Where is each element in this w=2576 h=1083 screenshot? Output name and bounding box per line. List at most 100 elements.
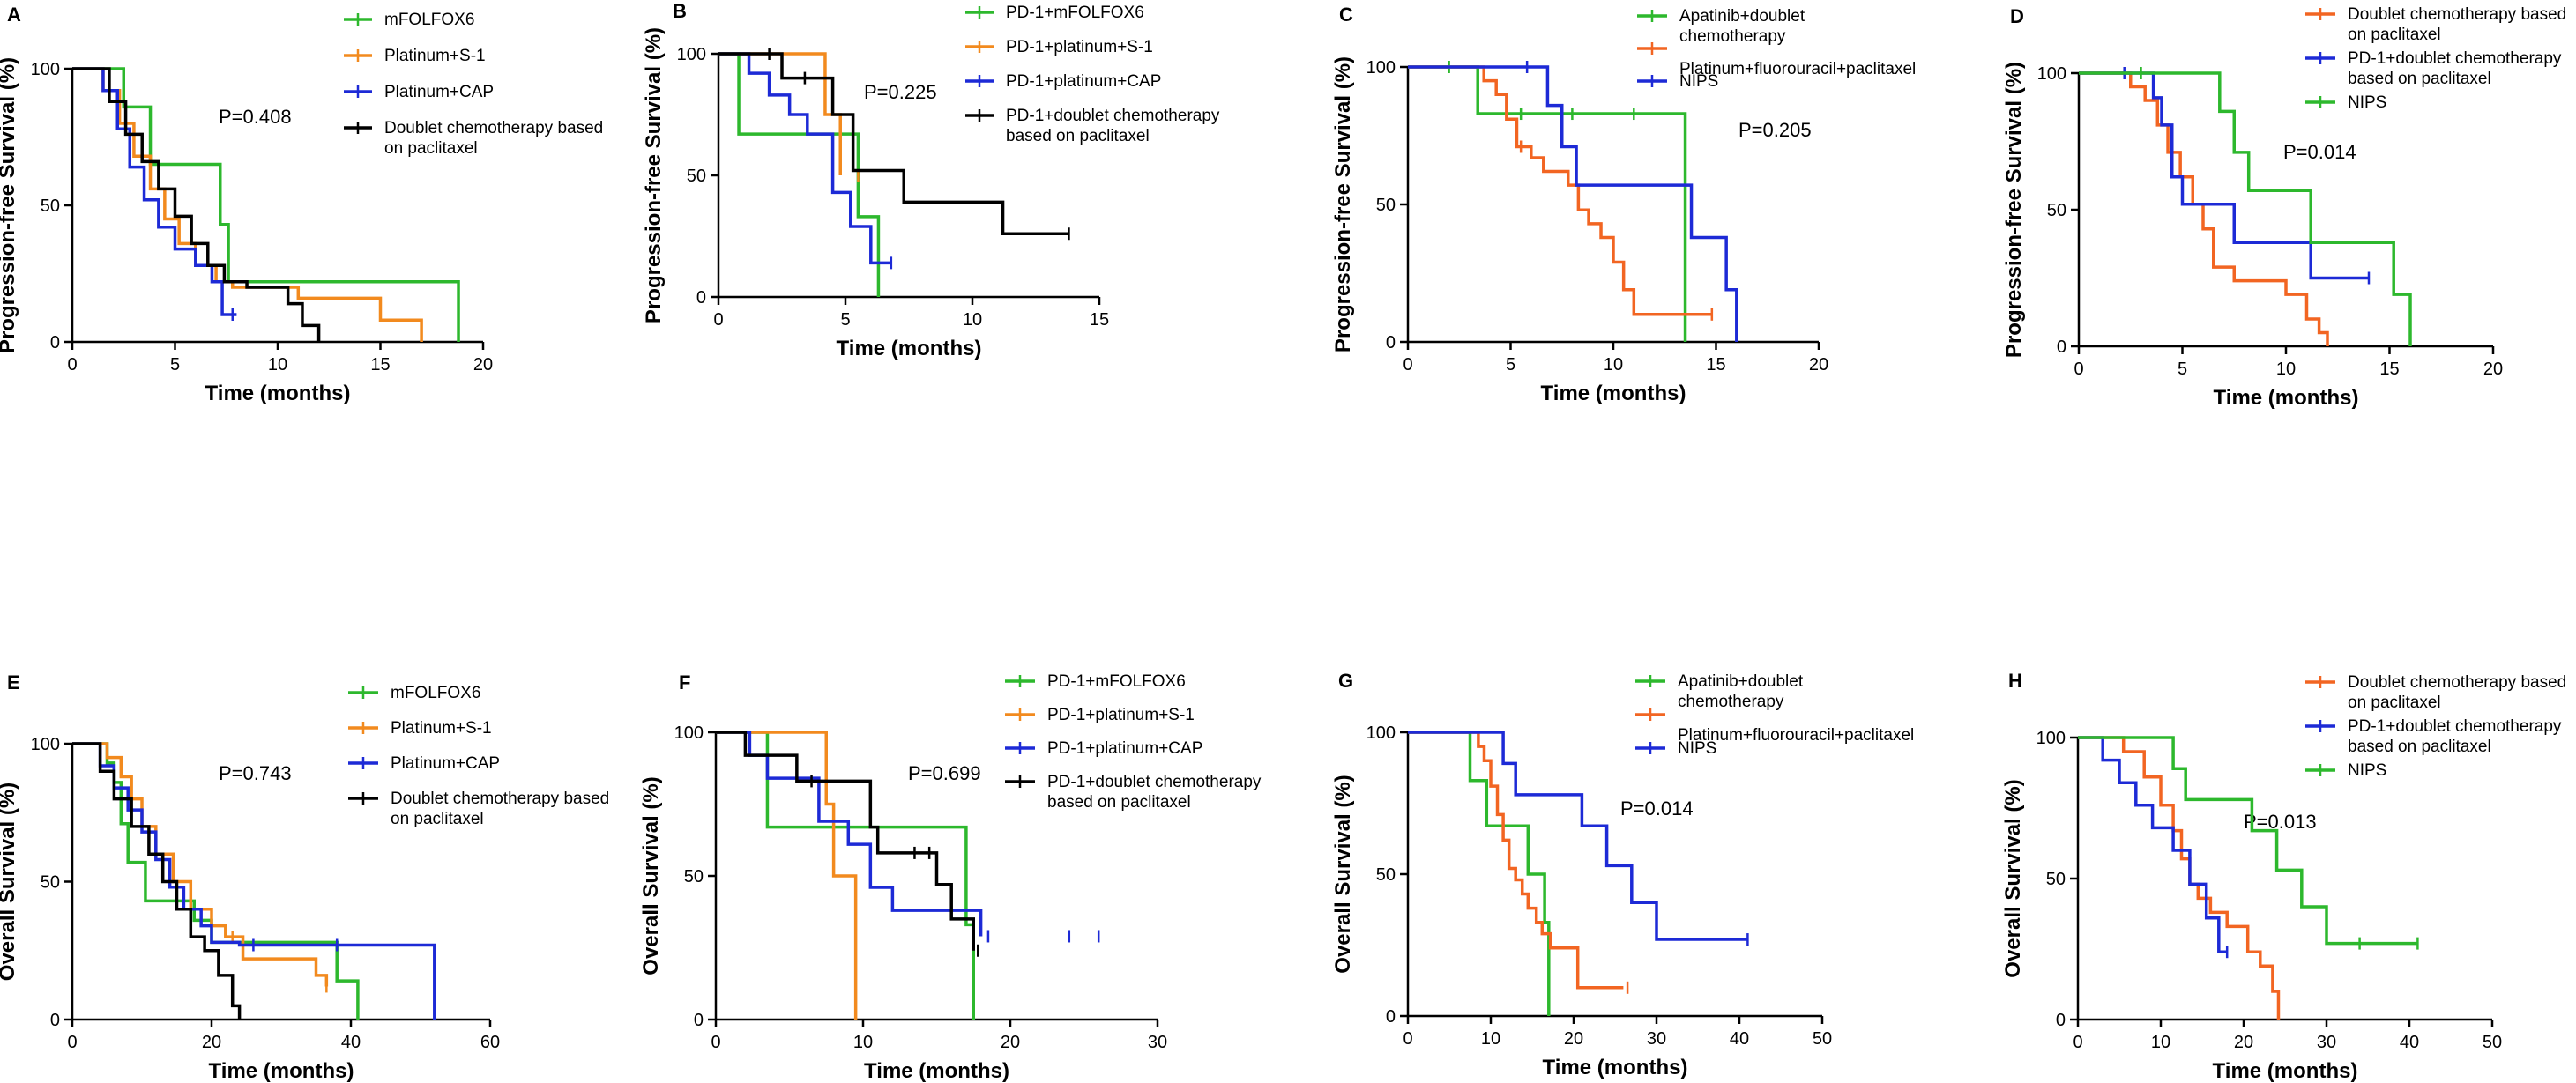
- x-tick-label: 30: [2317, 1033, 2336, 1052]
- x-tick-label: 50: [1813, 1029, 1832, 1049]
- x-tick-label: 40: [341, 1033, 361, 1052]
- panel-e: E 0 20 40 60 0 50 100 Time (months) Overall Survi…: [0, 671, 609, 1083]
- legend-label: PD-1+doublet chemotherapy based on paclit…: [1047, 773, 1262, 812]
- y-axis-title: Progression-free Survival (%): [2002, 62, 2026, 358]
- y-tick-label: 50: [1376, 865, 1396, 885]
- x-axis-title: Time (months): [1543, 1056, 1688, 1079]
- y-axis-title: Overall Survival (%): [0, 783, 19, 981]
- p-value: P=0.699: [908, 762, 981, 784]
- km-curve-3: [2079, 71, 2412, 346]
- legend-label: Platinum+S-1: [384, 47, 486, 65]
- y-axis-title: Progression-free Survival (%): [642, 27, 666, 323]
- x-tick-label: 15: [2379, 360, 2399, 379]
- y-tick-label: 50: [1376, 196, 1396, 215]
- x-tick-label: 20: [2234, 1033, 2253, 1052]
- y-tick-label: 100: [2036, 729, 2066, 748]
- x-tick-label: 60: [480, 1033, 500, 1052]
- legend-label: Platinum+fluorouracil+paclitaxel: [1679, 60, 1916, 78]
- y-tick-label: 0: [50, 1011, 60, 1030]
- y-tick-label: 0: [2056, 1011, 2066, 1030]
- x-tick-label: 10: [963, 310, 982, 330]
- legend-label: mFOLFOX6: [391, 684, 480, 702]
- panel-f: F 0 10 20 30 0 50 100 Time (months) Overall Survi…: [639, 671, 1262, 1083]
- y-tick-label: 50: [684, 867, 704, 886]
- x-tick-label: 20: [1809, 355, 1828, 375]
- y-tick-label: 50: [41, 197, 60, 216]
- panel-b: B 0 5 10 15 0 50 100 Time (months) Progression-fr…: [642, 0, 1220, 360]
- km-curve-2: [2079, 71, 2369, 280]
- legend-label: Platinum+fluorouracil+paclitaxel: [1678, 726, 1914, 745]
- km-curve-4: [716, 731, 975, 951]
- legend-label: Doublet chemotherapy based on paclitaxel: [391, 790, 609, 828]
- x-tick-label: 5: [840, 310, 850, 330]
- p-value: P=0.013: [2244, 811, 2317, 833]
- x-tick-label: 30: [1647, 1029, 1666, 1049]
- x-tick-label: 0: [1403, 1029, 1412, 1049]
- x-axis-title: Time (months): [205, 382, 351, 405]
- km-curve-4: [72, 742, 242, 1020]
- panel-g: G 0 10 20 30 40 50 0 50 100 Time (months) Overall S…: [1331, 670, 1914, 1079]
- y-tick-label: 100: [1366, 58, 1396, 78]
- km-curve-1: [2078, 736, 2281, 1020]
- p-value: P=0.743: [219, 762, 292, 784]
- legend-label: PD-1+mFOLFOX6: [1047, 672, 1186, 691]
- legend-label: PD-1+doublet chemotherapy based on paclit…: [1006, 107, 1220, 145]
- x-tick-label: 10: [853, 1033, 873, 1052]
- y-tick-label: 100: [2037, 64, 2066, 84]
- x-tick-label: 10: [2276, 360, 2296, 379]
- legend-label: mFOLFOX6: [384, 11, 474, 29]
- x-tick-label: 15: [1706, 355, 1725, 375]
- x-axis-title: Time (months): [1541, 382, 1686, 405]
- p-value: P=0.205: [1738, 119, 1812, 141]
- km-curve-1: [718, 52, 881, 297]
- legend-label: Platinum+CAP: [391, 754, 500, 773]
- km-curve-2: [72, 67, 423, 342]
- x-axis-title: Time (months): [2213, 1059, 2358, 1083]
- km-curve-1: [2079, 71, 2329, 346]
- km-curve-3: [2078, 736, 2418, 946]
- x-axis-title: Time (months): [209, 1059, 354, 1083]
- y-tick-label: 0: [1386, 1007, 1396, 1027]
- y-tick-label: 100: [674, 723, 704, 743]
- p-value: P=0.014: [1620, 797, 1694, 820]
- legend-label: Apatinib+doublet chemotherapy: [1678, 672, 1804, 711]
- x-tick-label: 5: [1506, 355, 1515, 375]
- x-tick-label: 40: [1730, 1029, 1749, 1049]
- legend-label: PD-1+doublet chemotherapy based on paclit…: [2348, 49, 2562, 88]
- p-value: P=0.225: [864, 81, 937, 103]
- x-tick-label: 5: [170, 355, 180, 375]
- y-axis-title: Overall Survival (%): [639, 776, 663, 975]
- panel-d: D 0 5 10 15 20 0 50 100 Time (months) Progression-…: [2002, 5, 2566, 410]
- x-tick-label: 15: [370, 355, 390, 375]
- x-tick-label: 5: [2178, 360, 2187, 379]
- km-curve-1: [1408, 65, 1687, 342]
- x-tick-label: 20: [1001, 1033, 1020, 1052]
- y-axis-title: Progression-free Survival (%): [1331, 56, 1355, 352]
- y-axis-title: Overall Survival (%): [2001, 779, 2025, 977]
- x-tick-label: 20: [473, 355, 493, 375]
- x-tick-label: 15: [1090, 310, 1109, 330]
- legend-label: PD-1+platinum+CAP: [1006, 72, 1161, 91]
- km-curve-3: [1408, 65, 1738, 342]
- x-tick-label: 30: [1148, 1033, 1167, 1052]
- km-curve-2: [2078, 736, 2228, 953]
- x-tick-label: 0: [1403, 355, 1412, 375]
- y-axis-title: Overall Survival (%): [1331, 775, 1355, 973]
- y-tick-label: 50: [2046, 870, 2066, 889]
- legend-label: PD-1+platinum+S-1: [1006, 38, 1153, 56]
- x-tick-label: 0: [713, 310, 723, 330]
- x-tick-label: 10: [1604, 355, 1623, 375]
- panel-letter: D: [2010, 5, 2024, 27]
- panel-letter: E: [7, 671, 20, 694]
- x-tick-label: 10: [1481, 1029, 1500, 1049]
- y-axis-title: Progression-free Survival (%): [0, 57, 19, 353]
- panel-c: C 0 5 10 15 20 0 50 100 Time (months) Progression-…: [1331, 4, 1916, 405]
- x-axis-title: Time (months): [864, 1059, 1009, 1083]
- y-tick-label: 0: [696, 288, 706, 308]
- legend-label: NIPS: [1679, 72, 1718, 91]
- km-curve-3: [72, 67, 237, 316]
- legend-label: PD-1+doublet chemotherapy based on paclit…: [2348, 717, 2562, 756]
- legend-label: PD-1+mFOLFOX6: [1006, 4, 1144, 22]
- x-tick-label: 20: [202, 1033, 221, 1052]
